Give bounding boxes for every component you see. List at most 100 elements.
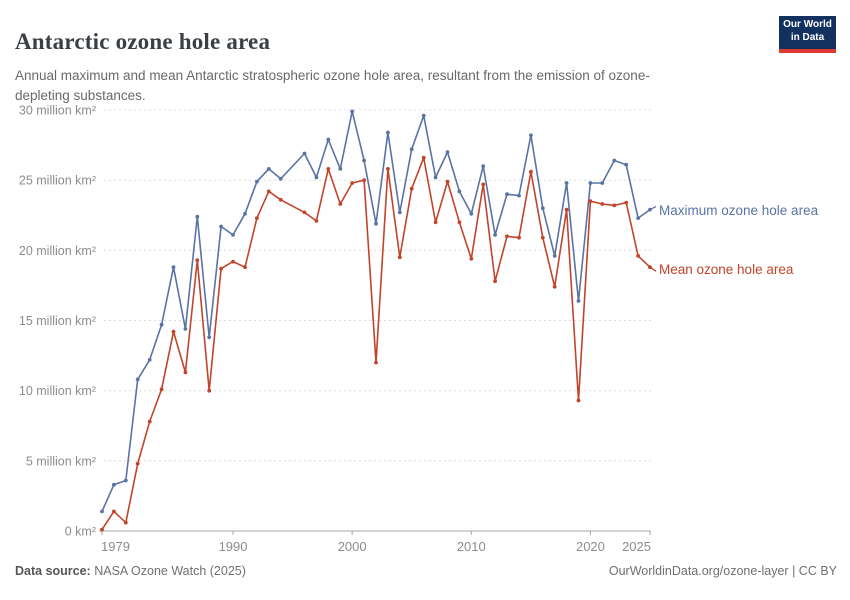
mean-data-point[interactable]	[600, 202, 605, 206]
maximum-data-point[interactable]	[624, 162, 629, 167]
mean-data-point[interactable]	[433, 220, 438, 225]
maximum-data-point[interactable]	[386, 130, 390, 135]
maximum-data-point[interactable]	[147, 357, 152, 362]
maximum-data-point[interactable]	[231, 233, 235, 237]
maximum-data-point[interactable]	[636, 216, 640, 221]
maximum-data-point[interactable]	[576, 299, 581, 303]
mean-data-point[interactable]	[207, 388, 212, 393]
maximum-data-point[interactable]	[338, 167, 343, 171]
maximum-data-point[interactable]	[600, 181, 605, 185]
maximum-data-point[interactable]	[159, 322, 164, 327]
mean-data-point[interactable]	[374, 360, 378, 365]
maximum-data-point[interactable]	[588, 181, 593, 185]
mean-data-point[interactable]	[540, 235, 545, 240]
maximum-data-point[interactable]	[302, 151, 307, 156]
maximum-data-point[interactable]	[433, 175, 438, 180]
maximum-data-point[interactable]	[314, 175, 319, 180]
mean-data-point[interactable]	[314, 219, 319, 223]
mean-data-point[interactable]	[624, 200, 629, 205]
mean-data-point[interactable]	[529, 169, 533, 174]
mean-data-point[interactable]	[266, 189, 271, 194]
mean-data-point[interactable]	[255, 216, 259, 221]
maximum-data-point[interactable]	[123, 478, 128, 483]
maximum-data-point[interactable]	[421, 113, 426, 118]
maximum-data-point[interactable]	[612, 158, 617, 163]
mean-data-point[interactable]	[147, 419, 152, 424]
mean-data-point[interactable]	[123, 520, 128, 525]
maximum-data-point[interactable]	[183, 327, 188, 331]
data-source[interactable]: Data source: NASA Ozone Watch (2025)	[15, 564, 246, 578]
mean-data-point[interactable]	[481, 182, 486, 187]
owid-logo[interactable]: Our World in Data	[779, 16, 836, 53]
mean-data-point[interactable]	[469, 256, 474, 261]
maximum-data-point[interactable]	[457, 189, 462, 194]
maximum-data-point[interactable]	[266, 167, 271, 171]
mean-data-point[interactable]	[386, 167, 390, 171]
maximum-data-point[interactable]	[529, 133, 533, 138]
maximum-data-point[interactable]	[552, 254, 557, 258]
maximum-data-point[interactable]	[207, 335, 212, 340]
mean-data-point[interactable]	[576, 398, 581, 403]
mean-series-line[interactable]	[101, 156, 651, 531]
mean-data-point[interactable]	[100, 527, 104, 532]
mean-data-point[interactable]	[409, 186, 414, 191]
mean-data-point[interactable]	[338, 202, 343, 206]
mean-data-point[interactable]	[243, 265, 247, 270]
mean-data-point[interactable]	[159, 387, 164, 392]
maximum-data-point[interactable]	[112, 482, 116, 487]
mean-data-point[interactable]	[505, 234, 509, 239]
mean-data-point[interactable]	[135, 461, 140, 466]
mean-data-point[interactable]	[302, 210, 307, 215]
mean-data-point[interactable]	[552, 284, 557, 289]
maximum-series-line[interactable]	[101, 110, 651, 512]
maximum-data-point[interactable]	[219, 224, 224, 229]
maximum-data-point[interactable]	[564, 181, 569, 185]
legend-label-mean[interactable]: Mean ozone hole area	[659, 262, 794, 277]
mean-data-point[interactable]	[231, 259, 235, 264]
maximum-data-point[interactable]	[445, 150, 450, 155]
legend-label-maximum[interactable]: Maximum ozone hole area	[659, 203, 819, 218]
mean-data-point[interactable]	[421, 155, 426, 160]
mean-data-point[interactable]	[564, 207, 569, 212]
mean-data-point[interactable]	[195, 258, 200, 263]
maximum-data-point[interactable]	[481, 164, 486, 169]
mean-data-point[interactable]	[350, 181, 355, 185]
mean-data-point[interactable]	[588, 199, 593, 204]
mean-data-point[interactable]	[517, 235, 521, 240]
maximum-data-point[interactable]	[255, 179, 259, 184]
mean-data-point[interactable]	[636, 254, 640, 258]
mean-data-point[interactable]	[445, 179, 450, 184]
mean-data-point[interactable]	[171, 329, 176, 334]
maximum-data-point[interactable]	[505, 192, 509, 197]
mean-data-point[interactable]	[362, 178, 366, 183]
mean-data-point[interactable]	[457, 220, 462, 225]
maximum-data-point[interactable]	[100, 509, 104, 514]
chart-subtitle: Annual maximum and mean Antarctic strato…	[15, 67, 650, 103]
maximum-data-point[interactable]	[362, 158, 366, 163]
mean-data-point[interactable]	[612, 203, 617, 208]
maximum-data-point[interactable]	[326, 137, 331, 142]
mean-data-point[interactable]	[219, 266, 224, 271]
maximum-data-point[interactable]	[135, 377, 140, 382]
maximum-data-point[interactable]	[350, 109, 355, 114]
mean-data-point[interactable]	[183, 370, 188, 375]
mean-data-point[interactable]	[326, 167, 331, 171]
maximum-data-point[interactable]	[278, 176, 283, 181]
maximum-data-point[interactable]	[409, 147, 414, 152]
maximum-data-point[interactable]	[540, 206, 545, 211]
y-axis-label: 25 million km²	[19, 174, 96, 188]
mean-data-point[interactable]	[112, 509, 116, 514]
maximum-data-point[interactable]	[469, 211, 474, 216]
maximum-data-point[interactable]	[243, 211, 247, 216]
maximum-data-point[interactable]	[397, 210, 402, 215]
mean-data-point[interactable]	[397, 255, 402, 260]
maximum-data-point[interactable]	[195, 214, 200, 219]
maximum-data-point[interactable]	[374, 221, 378, 226]
maximum-data-point[interactable]	[171, 265, 176, 270]
maximum-data-point[interactable]	[493, 233, 497, 237]
attribution-link[interactable]: OurWorldinData.org/ozone-layer	[608, 564, 789, 578]
maximum-data-point[interactable]	[517, 193, 521, 198]
mean-data-point[interactable]	[278, 197, 283, 202]
mean-data-point[interactable]	[493, 279, 497, 284]
